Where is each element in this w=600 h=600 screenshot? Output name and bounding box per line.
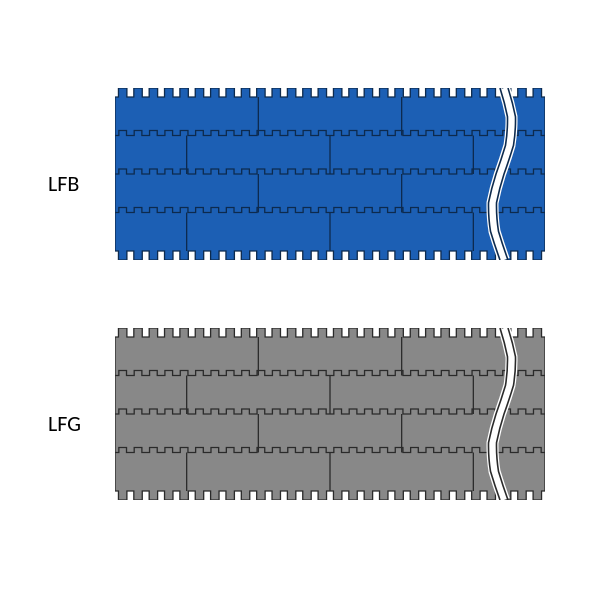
label-lfg: LFG xyxy=(48,410,81,437)
label-lfb: LFB xyxy=(48,170,79,197)
belt-lfb xyxy=(115,88,545,260)
belt-lfg xyxy=(115,328,545,500)
